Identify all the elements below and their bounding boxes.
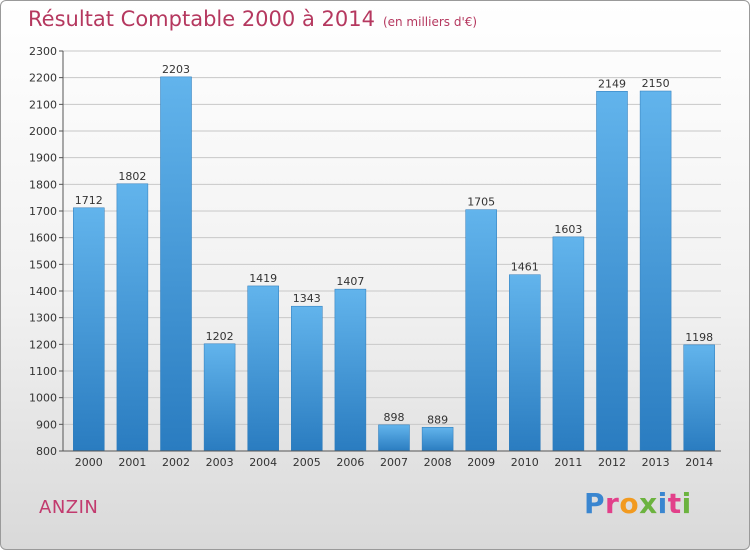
bar-2004 (247, 285, 279, 452)
logo-letter: o (619, 487, 640, 520)
bar-2002 (160, 76, 192, 452)
data-label-2010: 1461 (511, 261, 539, 274)
x-axis-ticks: 2000 2001 2002 2003 2004 2005 2006 2007 2008 2009… (75, 456, 713, 469)
logo-letter: x (639, 487, 658, 520)
bar-2000 (73, 207, 105, 452)
y-tick-label: 1800 (29, 178, 57, 191)
x-tick-label-2006: 2006 (336, 456, 364, 469)
y-tick-label: 2200 (29, 72, 57, 85)
y-tick-label: 900 (36, 418, 57, 431)
y-tick-label: 1400 (29, 285, 57, 298)
bar-2012 (596, 91, 628, 452)
city-name: ANZIN (39, 497, 99, 518)
x-tick-label-2007: 2007 (380, 456, 408, 469)
y-tick-label: 1200 (29, 338, 57, 351)
x-tick-label-2010: 2010 (511, 456, 539, 469)
y-tick-label: 1500 (29, 258, 57, 271)
data-label-2011: 1603 (554, 223, 582, 236)
title-text: Résultat Comptable 2000 à 2014 (28, 7, 375, 31)
bar-2001 (116, 183, 149, 452)
y-tick-label: 2300 (29, 45, 57, 58)
x-tick-label-2014: 2014 (685, 456, 713, 469)
y-tick-label: 2100 (29, 98, 57, 111)
data-label-2002: 2203 (162, 63, 190, 76)
bar-2005 (291, 305, 323, 452)
data-label-2005: 1343 (293, 292, 321, 305)
bar-2006 (334, 288, 367, 452)
bar-2008 (421, 427, 454, 452)
data-label-2014: 1198 (685, 331, 713, 344)
bar-2013 (639, 90, 672, 452)
y-tick-label: 800 (36, 445, 57, 458)
data-label-2004: 1419 (249, 272, 277, 285)
logo-letter: i (657, 487, 668, 520)
data-label-2001: 1802 (118, 170, 146, 183)
y-tick-label: 2000 (29, 125, 57, 138)
bar-2011 (552, 236, 585, 452)
data-label-2000: 1712 (75, 194, 103, 207)
logo-letter: P (584, 487, 606, 520)
data-label-2008: 889 (427, 413, 448, 426)
logo-letter: r (605, 487, 620, 520)
y-tick-label: 1700 (29, 205, 57, 218)
x-tick-label-2000: 2000 (75, 456, 103, 469)
logo-letter: t (667, 487, 682, 520)
x-tick-label-2003: 2003 (206, 456, 234, 469)
x-tick-label-2011: 2011 (554, 456, 582, 469)
x-tick-label-2005: 2005 (293, 456, 321, 469)
bar-2010 (509, 274, 541, 452)
axes (62, 51, 721, 452)
y-tick-label: 1600 (29, 232, 57, 245)
data-label-2009: 1705 (467, 196, 495, 209)
data-label-2013: 2150 (642, 77, 670, 90)
y-axis-ticks: 800 900 1000 1100 1200 1300 1400 1500 1600 1700 18… (29, 45, 63, 458)
x-tick-label-2013: 2013 (642, 456, 670, 469)
bars (73, 76, 715, 452)
proxiti-logo[interactable]: Proxiti (584, 487, 692, 520)
chart-title: Résultat Comptable 2000 à 2014 (en millie… (28, 7, 477, 31)
x-tick-label-2009: 2009 (467, 456, 495, 469)
bar-2003 (203, 343, 236, 452)
bar-2009 (465, 209, 497, 452)
x-tick-label-2002: 2002 (162, 456, 190, 469)
data-labels: 1712 1802 2203 1202 1419 1343 1407 898 889 1705 14… (75, 63, 713, 426)
x-tick-label-2001: 2001 (118, 456, 146, 469)
logo-letter: i (681, 487, 692, 520)
y-tick-label: 1900 (29, 152, 57, 165)
y-tick-label: 1300 (29, 312, 57, 325)
title-unit: (en milliers d'€) (382, 15, 478, 29)
data-label-2006: 1407 (336, 275, 364, 288)
y-tick-label: 1000 (29, 392, 57, 405)
bar-2014 (683, 344, 715, 452)
x-tick-label-2008: 2008 (424, 456, 452, 469)
data-label-2007: 898 (384, 411, 405, 424)
x-tick-label-2012: 2012 (598, 456, 626, 469)
data-label-2003: 1202 (206, 330, 234, 343)
data-label-2012: 2149 (598, 77, 626, 90)
y-tick-label: 1100 (29, 365, 57, 378)
x-tick-label-2004: 2004 (249, 456, 277, 469)
bar-2007 (378, 424, 410, 452)
